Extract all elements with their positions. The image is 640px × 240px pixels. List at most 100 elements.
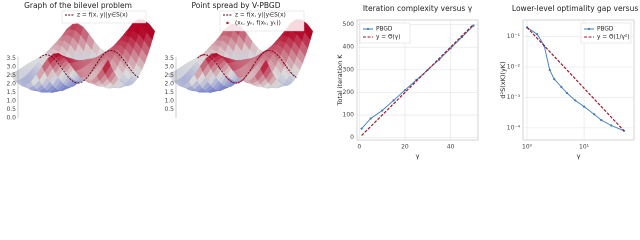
legend-box [580,22,632,44]
iterate-point [266,49,269,52]
legend-label: PBGD [376,27,393,33]
legend-label: z = f(x, y)|y∈S(x) [235,13,286,19]
z-tick-label: 1.0 [164,98,174,105]
chart-title: Point spread by V-PBGD [191,1,280,10]
iterate-point [283,63,286,65]
series-marker [565,91,569,95]
y-axis-label: d²S(xK)(yK) [499,61,507,98]
iterate-point [252,65,254,67]
z-tick-label: 3.0 [164,64,174,71]
series-marker [600,119,603,122]
iterate-point [269,49,271,52]
iterate-point [261,52,264,55]
y-axis-label: Total iteration K [336,54,344,107]
solution-curve [39,49,139,84]
series-marker [553,78,556,81]
iterate-point [290,72,293,74]
series-marker [449,47,452,50]
z-tick-label: 2.0 [164,81,174,88]
z-tick-label: 0.0 [6,115,16,122]
x-axis-label: γ [577,152,581,160]
y-tick-label: 10⁻³ [507,94,521,101]
z-tick-label: 2.5 [6,72,16,79]
x-tick-label: 40 [447,144,455,151]
iterate-point [223,73,225,76]
iterate-point [259,55,261,57]
figure: Graph of the bilevel problem0.00.51.01.5… [6,1,640,160]
z-tick-label: 0.5 [164,106,174,113]
legend-marker [366,27,370,31]
z-tick-label: 3.5 [6,55,16,62]
iterate-point [242,78,245,80]
x-tick-label: 20 [401,144,409,151]
iterate-point [245,75,247,78]
iterate-point [230,80,233,83]
series-marker [472,24,475,27]
series-marker [593,113,596,116]
iterate-point [216,63,218,65]
z-tick-label: 3.5 [164,55,174,62]
y-tick-label: 10⁻⁴ [507,124,521,131]
iterate-point [257,58,259,60]
iterate-point [233,82,235,84]
x-axis-label: γ [416,152,420,160]
legend-label: (xₖ, yₖ, f(xₖ, yₖ)) [235,21,281,27]
iterate-point [201,54,204,56]
z-tick-label: 1.5 [164,89,174,96]
x-tick-label: 0 [357,144,361,151]
legend-label: z = f(x, y)|y∈S(x) [77,13,128,19]
iterate-point [273,51,276,54]
chart-title: Iteration complexity versus γ [363,4,473,13]
iterate-point [237,81,240,84]
series-marker [360,127,363,130]
legend-box [219,10,305,32]
iterate-point [276,53,278,56]
series-marker [560,85,563,89]
chart-title: Graph of the bilevel problem [24,1,132,10]
y-tick-label: 200 [343,89,355,96]
z-tick-label: 2.5 [164,72,174,79]
series-marker [369,117,372,120]
iterate-point [218,66,221,69]
series-marker [535,33,539,36]
iterate-point [199,55,201,57]
x-tick-label: 10⁰ [522,144,533,151]
legend-box [61,10,147,24]
z-tick-label: 0.5 [6,106,16,113]
surface-patch [260,59,269,75]
y-tick-label: 0 [350,134,354,141]
iterate-point [264,50,266,53]
x-tick-label: 10¹ [579,144,590,151]
z-tick-label: 2.0 [6,81,16,88]
legend-label: y = Θ(γ) [376,35,401,41]
series-marker [548,68,551,72]
series-marker [582,105,586,108]
z-tick-label: 1.5 [6,89,16,96]
legend-marker [587,27,591,31]
iterate-point [254,61,257,64]
chart-title: Lower-level optimality gap versus γ [512,4,640,13]
iterate-point [293,75,295,77]
y-tick-label: 500 [343,21,355,28]
iterate-point [204,53,206,56]
y-tick-label: 100 [343,112,355,119]
z-tick-label: 3.0 [6,64,16,71]
iterate-point [247,72,249,74]
iterate-point [281,59,283,62]
series-line [361,24,474,136]
iterate-point [206,54,209,56]
series-marker [392,99,395,102]
iterate-point [213,60,216,62]
series-marker [574,99,577,102]
iterate-point [228,79,230,81]
surface-patch [102,59,111,75]
iterate-point [235,82,237,84]
legend-box [359,22,411,44]
iterate-point [271,50,273,52]
legend-label: y = Θ(1/γ²) [597,34,629,41]
iterate-point [240,80,242,83]
iterate-point [286,66,288,68]
iterate-point [249,69,252,71]
iterate-point [278,56,281,58]
series-marker [403,89,407,92]
